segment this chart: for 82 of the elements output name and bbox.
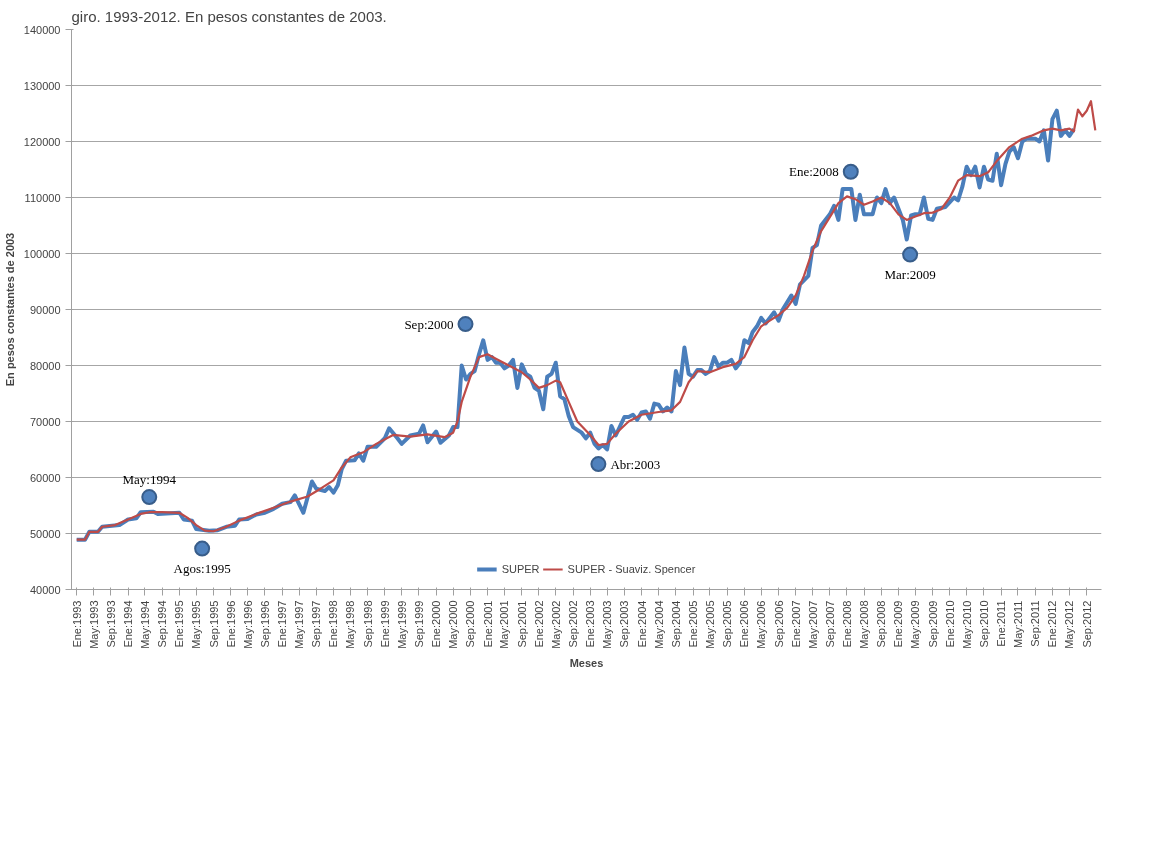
x-tick-label: Ene:1995 [173, 600, 186, 648]
x-tick-label: Sep:2004 [669, 600, 682, 648]
x-tick-label: Sep:1999 [412, 600, 425, 648]
x-tick-label: Sep:2010 [977, 600, 990, 648]
x-tick-label: Sep:2003 [618, 600, 631, 648]
x-tick-label: May:1995 [190, 600, 203, 649]
x-tick-label: Ene:2002 [532, 600, 545, 648]
x-tick-label: Ene:2003 [584, 600, 597, 648]
x-tick-label: May:2008 [858, 600, 870, 649]
x-tick-label: Ene:1997 [276, 600, 289, 648]
x-tick-label: Sep:2000 [464, 600, 477, 648]
annotation: Sep:2000 [404, 316, 454, 332]
x-tick-label: May:2006 [755, 600, 768, 649]
x-tick-label: Ene:2007 [789, 600, 802, 648]
y-tick-label: 50000 [29, 527, 61, 540]
legend-label: SUPER - Suaviz. Spencer [567, 563, 696, 575]
x-tick-label: Ene:2009 [892, 600, 905, 648]
x-tick-label: Sep:1998 [361, 600, 374, 648]
x-tick-label: May:2012 [1063, 600, 1076, 649]
x-axis-title: Meses [569, 656, 604, 669]
annotation: Abr:2003 [610, 456, 661, 472]
x-tick-label: Sep:1995 [207, 600, 220, 648]
annotation: May:1994 [122, 472, 177, 488]
y-tick-label: 140000 [23, 23, 61, 36]
y-tick-label: 100000 [23, 247, 61, 260]
x-tick-label: Sep:1997 [310, 600, 323, 648]
x-tick-label: May:2000 [447, 600, 460, 649]
y-tick-label: 130000 [23, 79, 61, 92]
x-tick-label: May:2007 [806, 600, 819, 649]
y-tick-label: 80000 [29, 359, 61, 372]
y-tick-label: 90000 [29, 303, 61, 316]
x-tick-label: May:2005 [703, 600, 716, 649]
x-tick-label: Ene:2006 [738, 600, 751, 648]
x-tick-label: Sep:2002 [567, 600, 580, 648]
legend-label: SUPER [501, 563, 540, 575]
x-tick-label: Sep:2011 [1029, 600, 1042, 647]
annotation: Ene:2008 [788, 164, 839, 180]
y-axis-title: En pesos constantes de 2003 [3, 232, 16, 387]
x-tick-label: Ene:2010 [943, 600, 956, 648]
x-tick-label: Sep:2007 [823, 600, 836, 648]
y-tick-label: 110000 [24, 191, 61, 204]
x-tick-label: Sep:2001 [515, 600, 528, 648]
x-tick-label: May:2001 [498, 600, 511, 649]
x-tick-label: May:1996 [241, 600, 254, 649]
x-tick-label: May:2004 [652, 600, 665, 649]
annotation: Agos:1995 [173, 560, 231, 576]
x-tick-label: Sep:2009 [926, 600, 939, 648]
x-tick-label: May:2002 [549, 600, 562, 649]
x-tick-label: May:1999 [395, 600, 408, 649]
x-tick-label: Ene:1994 [122, 600, 135, 648]
chart-title: giro. 1993-2012. En pesos constantes de 2003. [71, 7, 387, 25]
x-tick-label: Sep:1994 [156, 600, 169, 648]
x-tick-label: Ene:2000 [430, 600, 443, 648]
x-tick-label: May:2009 [909, 600, 922, 649]
x-tick-label: May:1994 [138, 600, 151, 649]
x-tick-label: Ene:2001 [481, 600, 494, 648]
x-tick-label: Sep:2005 [721, 600, 734, 648]
x-tick-label: Ene:2012 [1046, 600, 1059, 648]
x-tick-label: May:1993 [87, 600, 100, 649]
x-tick-label: Ene:2008 [840, 600, 853, 648]
y-tick-label: 60000 [29, 471, 61, 484]
x-tick-label: May:1998 [344, 600, 357, 649]
y-tick-label: 120000 [23, 135, 61, 148]
x-tick-label: May:1997 [293, 600, 306, 649]
y-tick-label: 70000 [29, 415, 61, 428]
x-tick-label: Sep:2006 [772, 600, 785, 648]
x-tick-label: Ene:1998 [327, 600, 340, 648]
x-tick-label: Ene:2004 [635, 600, 648, 648]
x-tick-label: Sep:2012 [1080, 600, 1093, 648]
x-tick-label: May:2003 [601, 600, 614, 649]
x-tick-label: Ene:2005 [687, 600, 700, 648]
x-tick-label: May:2011 [1011, 600, 1024, 648]
annotation: Mar:2009 [884, 266, 936, 282]
x-tick-label: Ene:2011 [995, 600, 1008, 647]
x-tick-label: Ene:1993 [70, 600, 83, 648]
x-tick-label: Ene:1999 [378, 600, 391, 648]
x-tick-label: Sep:1996 [258, 600, 271, 648]
x-tick-label: Ene:1996 [224, 600, 237, 648]
x-tick-label: Sep:2008 [875, 600, 888, 648]
x-tick-label: Sep:1993 [104, 600, 117, 648]
x-tick-label: May:2010 [960, 600, 973, 649]
y-tick-label: 40000 [29, 583, 61, 596]
